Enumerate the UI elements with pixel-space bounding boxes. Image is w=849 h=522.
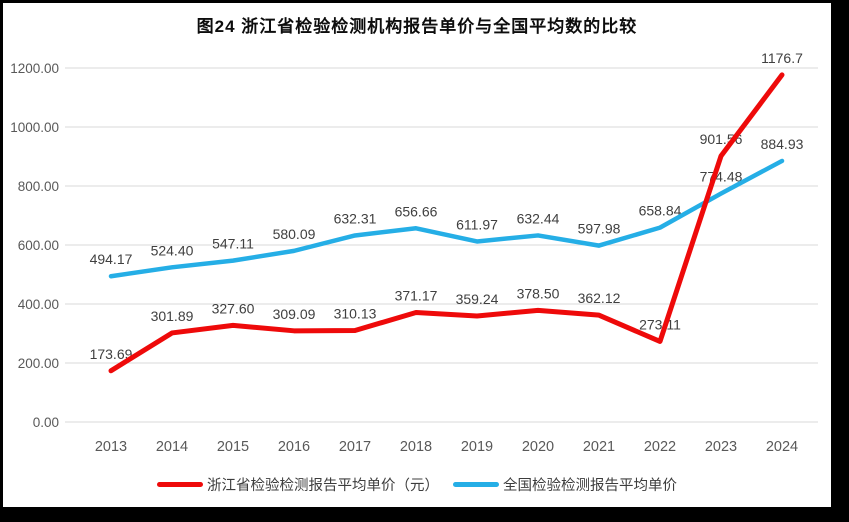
data-label: 173.69 bbox=[90, 346, 133, 362]
x-tick-label: 2021 bbox=[583, 439, 615, 455]
data-label: 774.48 bbox=[700, 169, 743, 185]
legend-swatch-blue bbox=[453, 482, 499, 487]
data-label: 378.50 bbox=[517, 285, 560, 301]
y-tick-label: 1000.00 bbox=[10, 120, 59, 135]
chart-title: 图24 浙江省检验检测机构报告单价与全国平均数的比较 bbox=[196, 17, 638, 36]
y-tick-label: 400.00 bbox=[18, 297, 59, 312]
line-chart-plot: 0.00 200.00 400.00 600.00 800.00 1000.00 1200.… bbox=[10, 50, 818, 455]
legend-item-national: 全国检验检测报告平均单价 bbox=[453, 474, 677, 495]
x-tick-label: 2024 bbox=[766, 439, 798, 455]
data-label: 273.11 bbox=[639, 316, 681, 332]
x-tick-label: 2023 bbox=[705, 439, 737, 455]
data-label: 580.09 bbox=[273, 226, 316, 242]
x-tick-label: 2017 bbox=[339, 439, 371, 455]
data-label: 547.11 bbox=[212, 236, 254, 252]
data-label: 359.24 bbox=[456, 291, 499, 307]
chart-legend: 浙江省检验检测报告平均单价（元） 全国检验检测报告平均单价 bbox=[3, 474, 831, 495]
data-label: 632.44 bbox=[517, 210, 560, 226]
x-tick-label: 2014 bbox=[156, 439, 188, 455]
legend-swatch-red bbox=[157, 482, 203, 487]
data-label: 327.60 bbox=[212, 300, 255, 316]
x-tick-label: 2020 bbox=[522, 439, 554, 455]
y-tick-label: 1200.00 bbox=[10, 61, 59, 76]
data-label: 1176.7 bbox=[761, 50, 803, 66]
y-tick-label: 200.00 bbox=[18, 356, 59, 371]
legend-label-zhejiang: 浙江省检验检测报告平均单价（元） bbox=[207, 478, 439, 494]
data-label: 656.66 bbox=[395, 203, 438, 219]
x-tick-label: 2022 bbox=[644, 439, 676, 455]
data-label: 632.31 bbox=[334, 210, 377, 226]
data-label: 371.17 bbox=[395, 288, 438, 304]
data-label: 524.40 bbox=[151, 242, 194, 258]
y-tick-label: 600.00 bbox=[18, 238, 59, 253]
data-label: 597.98 bbox=[578, 221, 621, 237]
data-label: 494.17 bbox=[90, 251, 133, 267]
series-line bbox=[108, 72, 785, 374]
x-tick-label: 2016 bbox=[278, 439, 310, 455]
x-tick-label: 2019 bbox=[461, 439, 493, 455]
x-tick-label: 2018 bbox=[400, 439, 432, 455]
data-label: 884.93 bbox=[761, 136, 804, 152]
y-tick-label: 0.00 bbox=[33, 415, 59, 430]
data-label: 309.09 bbox=[273, 306, 316, 322]
x-tick-label: 2015 bbox=[217, 439, 249, 455]
data-label: 310.13 bbox=[334, 306, 377, 322]
y-tick-label: 800.00 bbox=[18, 179, 59, 194]
data-label: 658.84 bbox=[639, 203, 682, 219]
data-label: 362.12 bbox=[578, 290, 621, 306]
legend-item-zhejiang: 浙江省检验检测报告平均单价（元） bbox=[157, 474, 439, 495]
x-tick-label: 2013 bbox=[95, 439, 127, 455]
legend-label-national: 全国检验检测报告平均单价 bbox=[503, 478, 677, 494]
data-label: 611.97 bbox=[456, 216, 498, 232]
data-label: 301.89 bbox=[151, 308, 194, 324]
series-line bbox=[108, 158, 785, 279]
